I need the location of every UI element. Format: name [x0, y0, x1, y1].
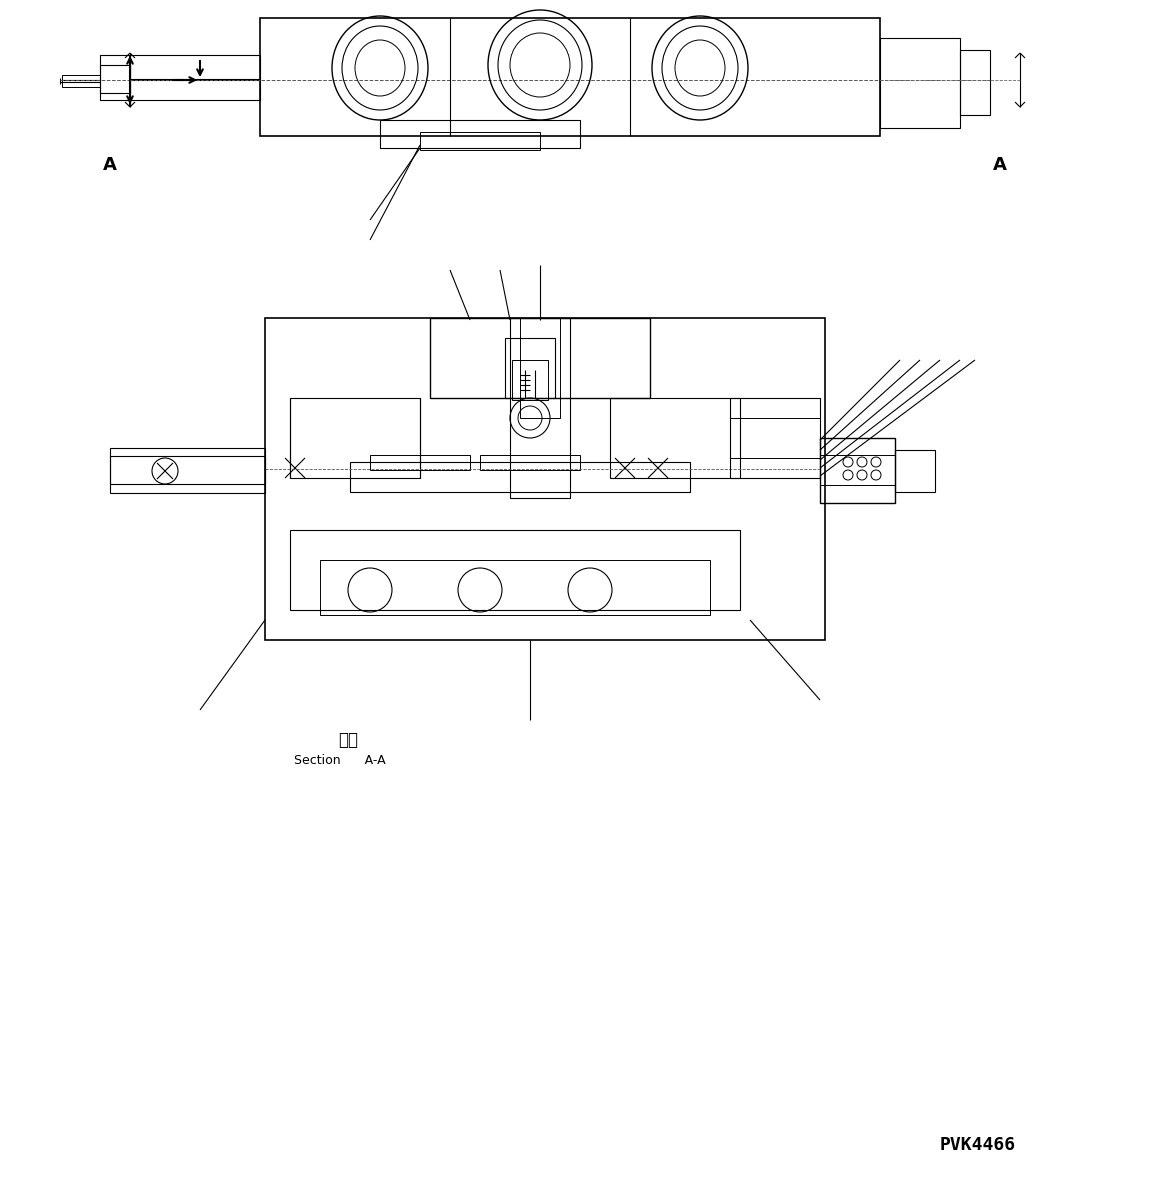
Text: 断面: 断面 [338, 731, 359, 749]
Bar [100, 55, 260, 100]
Bar [260, 18, 880, 136]
Bar [820, 455, 895, 485]
Bar [62, 75, 100, 87]
Bar [350, 462, 690, 492]
Text: PVK4466: PVK4466 [940, 1137, 1016, 1154]
Bar [290, 531, 741, 610]
Bar [100, 65, 130, 93]
Bar [895, 450, 936, 492]
Bar [110, 448, 265, 493]
Bar [510, 318, 570, 498]
Bar [960, 50, 990, 116]
Text: A: A [103, 156, 117, 174]
Bar [730, 399, 820, 477]
Bar [610, 399, 741, 477]
Bar [420, 132, 540, 150]
Bar [520, 318, 559, 419]
Bar [505, 338, 555, 399]
Text: Section      A-A: Section A-A [294, 753, 385, 766]
Bar [880, 38, 960, 129]
Bar [290, 399, 420, 477]
Bar [430, 318, 651, 399]
Bar [370, 455, 470, 470]
Bar [512, 360, 548, 400]
Bar [380, 120, 580, 149]
Bar [110, 456, 265, 485]
Bar [730, 419, 820, 457]
Bar [480, 455, 580, 470]
Bar [320, 560, 710, 615]
Text: A: A [993, 156, 1007, 174]
Bar [265, 318, 825, 640]
Bar [820, 439, 895, 503]
